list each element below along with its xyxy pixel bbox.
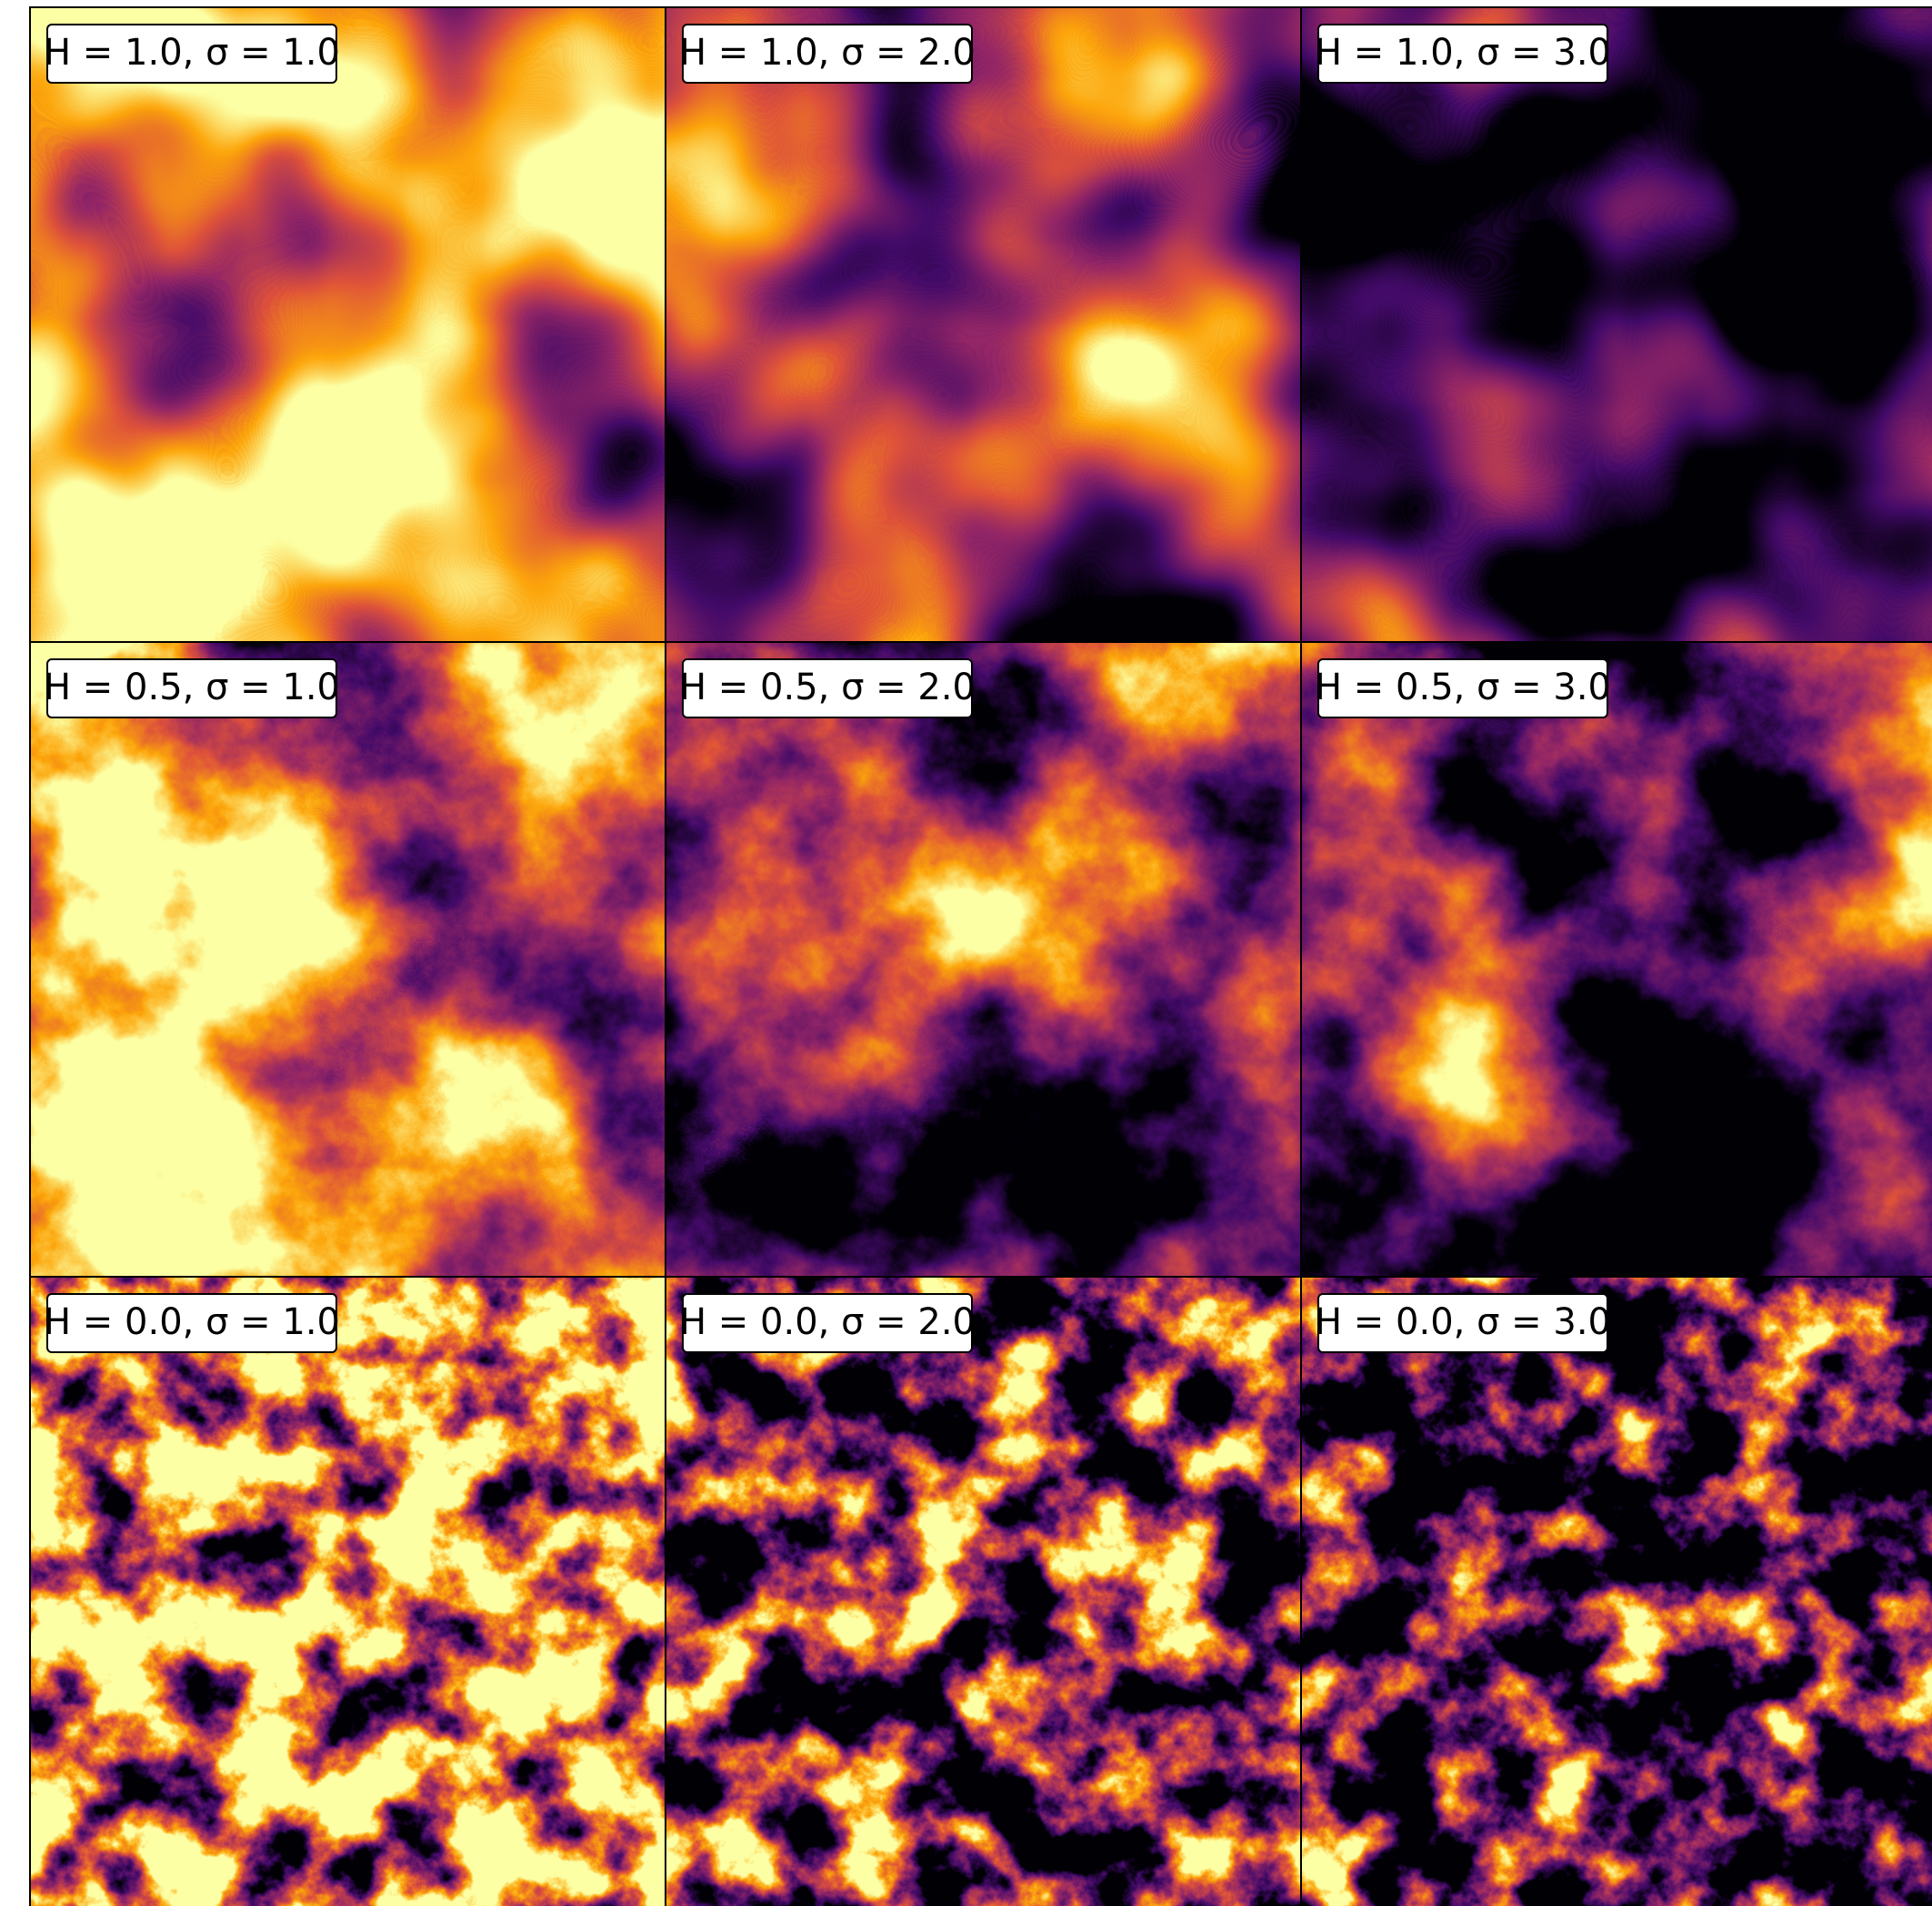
noise-image	[30, 642, 666, 1277]
panel: H = 1.0, σ = 1.0	[30, 7, 666, 642]
panel: H = 0.5, σ = 3.0	[1301, 642, 1932, 1277]
panel: H = 0.5, σ = 1.0	[30, 642, 666, 1277]
panel-label: H = 0.0, σ = 3.0	[1315, 1301, 1611, 1343]
noise-image	[666, 7, 1301, 642]
panel-label: H = 0.5, σ = 1.0	[44, 667, 340, 708]
panel: H = 0.5, σ = 2.0	[666, 642, 1301, 1277]
page: H = 1.0, σ = 1.0 H = 1.0, σ = 2.0 H = 1.0,…	[0, 0, 1932, 1906]
panel-label: H = 1.0, σ = 2.0	[679, 32, 976, 74]
panel-label: H = 0.0, σ = 1.0	[44, 1301, 340, 1343]
panel: H = 1.0, σ = 2.0	[666, 7, 1301, 642]
panel: H = 1.0, σ = 3.0	[1301, 7, 1932, 642]
noise-image	[30, 7, 666, 642]
panel-label: H = 0.5, σ = 3.0	[1315, 667, 1611, 708]
noise-image	[1301, 642, 1932, 1277]
panel: H = 0.0, σ = 1.0	[30, 1277, 666, 1906]
panel: H = 0.0, σ = 3.0	[1301, 1277, 1932, 1906]
noise-image	[30, 1277, 666, 1906]
panel-label: H = 0.0, σ = 2.0	[679, 1301, 976, 1343]
noise-image	[666, 642, 1301, 1277]
noise-image	[666, 1277, 1301, 1906]
figure: H = 1.0, σ = 1.0 H = 1.0, σ = 2.0 H = 1.0,…	[0, 0, 1932, 1906]
panel: H = 0.0, σ = 2.0	[666, 1277, 1301, 1906]
panel-label: H = 0.5, σ = 2.0	[679, 667, 976, 708]
noise-image	[1301, 7, 1932, 642]
panel-label: H = 1.0, σ = 3.0	[1315, 32, 1611, 74]
panel-label: H = 1.0, σ = 1.0	[44, 32, 340, 74]
noise-image	[1301, 1277, 1932, 1906]
